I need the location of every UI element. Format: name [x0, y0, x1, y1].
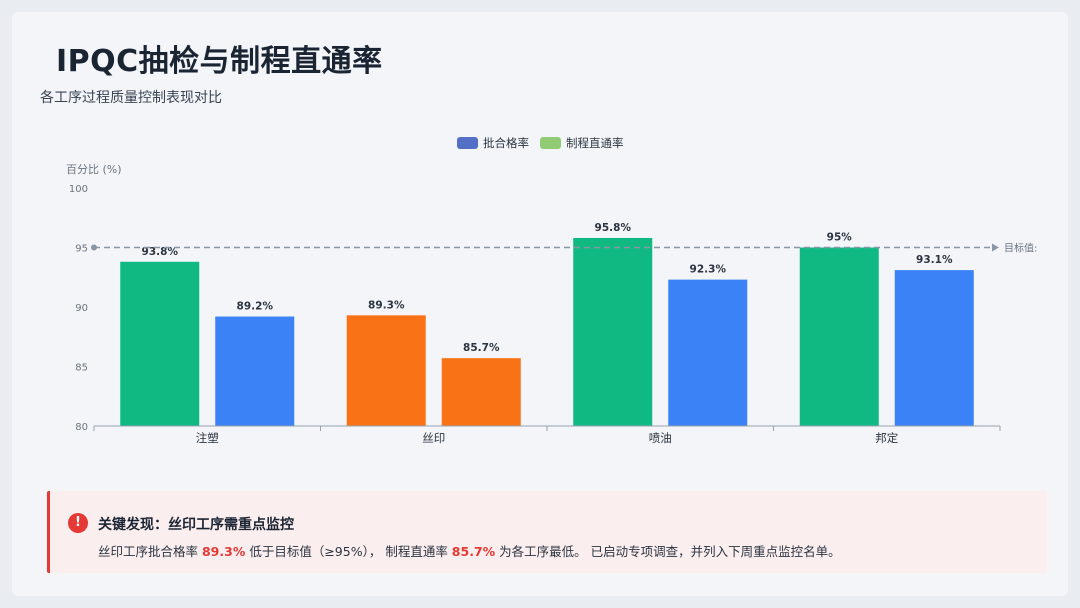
chart-legend[interactable]: 批合格率 制程直通率: [457, 136, 624, 150]
bar-fpy: [894, 270, 974, 426]
page-title: IPQC抽检与制程直通率: [56, 44, 383, 79]
x-tick-label: 丝印: [422, 431, 445, 445]
alert-highlight-fpy: 85.7%: [451, 544, 496, 559]
bar-fpy: [441, 358, 521, 426]
data-label: 95.8%: [595, 222, 632, 234]
alert-text-part-1: 丝印工序批合格率: [98, 544, 202, 559]
target-label: 目标值:: [1004, 242, 1037, 255]
data-label: 93.1%: [916, 254, 953, 266]
page-subtitle: 各工序过程质量控制表现对比: [40, 90, 222, 106]
y-axis-ticks: 100 95 90 85 80: [69, 184, 88, 433]
alert-title: 关键发现：丝印工序需重点监控: [98, 517, 294, 533]
data-labels: 93.8% 89.2% 89.3% 85.7% 95.8% 92.3% 95% 93.1%: [142, 222, 953, 354]
data-label: 85.7%: [463, 342, 500, 354]
legend-item-label[interactable]: 制程直通率: [566, 136, 624, 150]
legend-swatch[interactable]: [540, 137, 561, 149]
bar-pass-rate: [573, 237, 653, 426]
x-tick-label: 注塑: [196, 431, 219, 445]
y-tick-label: 90: [75, 303, 88, 314]
alert-text-part-3: 为各工序最低。 已启动专项调查，并列入下周重点监控名单。: [495, 544, 841, 559]
bar-pass-rate: [346, 315, 426, 426]
data-label: 95%: [827, 232, 853, 244]
bar-fpy: [215, 316, 295, 426]
target-line-start-dot: [91, 244, 97, 251]
alert-highlight-pass-rate: 89.3%: [201, 544, 246, 559]
x-tick-label: 邦定: [875, 431, 898, 445]
bars: [120, 237, 974, 426]
y-tick-label: 95: [75, 244, 88, 255]
y-tick-label: 85: [75, 363, 88, 374]
x-axis: 注塑 丝印 喷油 邦定: [93, 425, 1001, 445]
bar-pass-rate: [120, 261, 200, 426]
key-finding-alert: ! 关键发现：丝印工序需重点监控 丝印工序批合格率 89.3% 低于目标值（≥9…: [47, 491, 1047, 573]
target-arrow-icon: [992, 243, 999, 252]
y-tick-label: 80: [75, 422, 88, 433]
data-label: 93.8%: [142, 246, 179, 258]
data-label: 89.2%: [237, 301, 274, 313]
y-tick-label: 100: [69, 184, 88, 195]
legend-item-label[interactable]: 批合格率: [483, 136, 529, 150]
y-axis-label: 百分比 (%): [66, 163, 122, 176]
target-line: 目标值:: [91, 242, 1037, 255]
bar-chart: 批合格率 制程直通率 百分比 (%) 100 95 90 85 80 93.8% 89.2%…: [66, 136, 1037, 445]
alert-text-part-2: 低于目标值（≥95%）， 制程直通率: [245, 544, 452, 559]
alert-icon: !: [68, 513, 88, 533]
data-label: 89.3%: [368, 299, 405, 311]
alert-text: 丝印工序批合格率 89.3% 低于目标值（≥95%）， 制程直通率 85.7% …: [98, 541, 841, 560]
x-tick-label: 喷油: [649, 431, 672, 445]
bar-fpy: [668, 279, 748, 426]
bar-pass-rate: [799, 247, 879, 426]
legend-swatch[interactable]: [457, 137, 478, 149]
data-label: 92.3%: [690, 264, 727, 276]
